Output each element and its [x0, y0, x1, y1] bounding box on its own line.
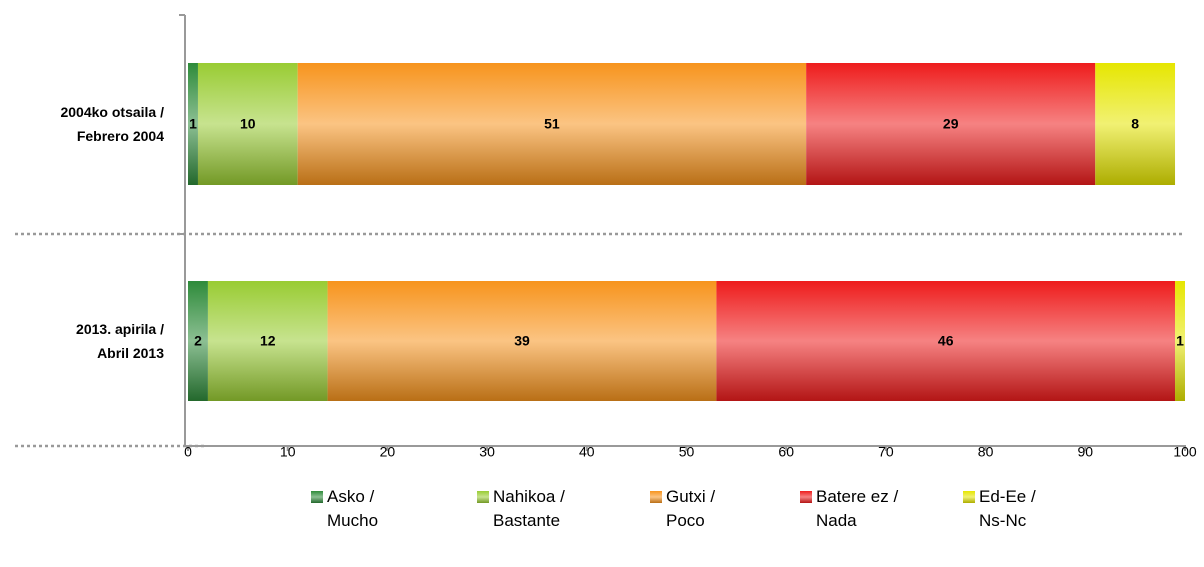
legend-swatch	[800, 491, 812, 503]
bar-segment	[188, 281, 208, 401]
legend-swatch	[650, 491, 662, 503]
legend-label: Nahikoa / Bastante	[493, 487, 565, 530]
x-tick-label: 20	[380, 444, 396, 460]
legend-swatch	[477, 491, 489, 503]
bar-segment	[188, 63, 198, 185]
category-label: 2013. apirila / Abril 2013	[76, 321, 164, 361]
x-tick-label: 50	[679, 444, 695, 460]
bar-segment	[806, 63, 1096, 185]
x-tick-label: 90	[1078, 444, 1094, 460]
legend-swatch	[963, 491, 975, 503]
x-tick-label: 100	[1173, 444, 1197, 460]
x-tick-label: 10	[280, 444, 296, 460]
data-label: 46	[938, 333, 954, 349]
category-label: 2004ko otsaila / Febrero 2004	[60, 104, 164, 144]
legend-label: Asko / Mucho	[327, 487, 379, 530]
legend-swatch	[311, 491, 323, 503]
data-label: 39	[514, 333, 530, 349]
x-tick-label: 30	[479, 444, 495, 460]
data-label: 2	[194, 333, 202, 349]
x-tick-label: 0	[184, 444, 192, 460]
bar-segment	[327, 281, 717, 401]
bar-segment	[297, 63, 807, 185]
legend-label: Gutxi / Poco	[666, 487, 716, 530]
bar-segment	[716, 281, 1176, 401]
x-tick-label: 70	[878, 444, 894, 460]
x-tick-label: 80	[978, 444, 994, 460]
bar-segment	[197, 63, 298, 185]
x-tick-label: 60	[778, 444, 794, 460]
data-label: 29	[943, 116, 959, 132]
x-tick-label: 40	[579, 444, 595, 460]
bar-segment	[1175, 281, 1185, 401]
data-label: 12	[260, 333, 276, 349]
data-label: 10	[240, 116, 256, 132]
bar-segment	[207, 281, 328, 401]
legend-label: Batere ez / Nada	[816, 487, 899, 530]
legend-label: Ed-Ee / Ns-Nc	[979, 487, 1036, 530]
bar-segment	[1095, 63, 1176, 185]
data-label: 1	[1176, 333, 1184, 349]
data-label: 51	[544, 116, 560, 132]
data-label: 1	[189, 116, 197, 132]
data-label: 8	[1131, 116, 1139, 132]
